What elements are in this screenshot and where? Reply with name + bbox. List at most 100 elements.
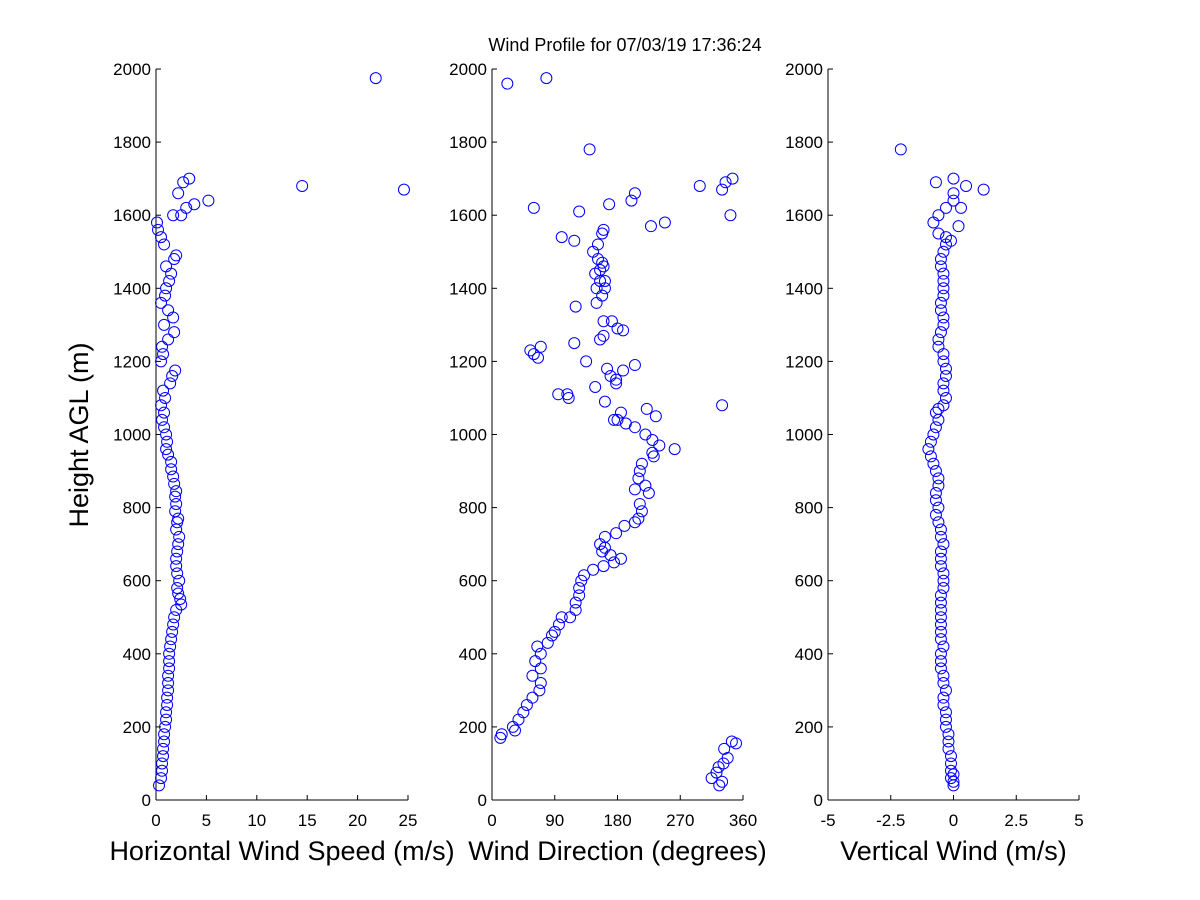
- data-point: [937, 698, 950, 711]
- data-point: [934, 545, 947, 558]
- data-point: [713, 779, 726, 792]
- data-point: [644, 220, 657, 233]
- data-point: [169, 364, 182, 377]
- data-point: [937, 669, 950, 682]
- data-point: [573, 582, 586, 595]
- y-tick-label: 800: [123, 499, 151, 518]
- data-point: [639, 428, 652, 441]
- data-point: [922, 443, 935, 456]
- data-point: [159, 391, 172, 404]
- data-point: [937, 574, 950, 587]
- data-point: [163, 647, 176, 660]
- data-point: [163, 662, 176, 675]
- data-point: [172, 538, 185, 551]
- x-tick-label: 2.5: [1004, 811, 1028, 830]
- data-point: [937, 691, 950, 704]
- data-point: [937, 384, 950, 397]
- data-point: [942, 742, 955, 755]
- x-axis-label: Vertical Wind (m/s): [840, 836, 1067, 866]
- data-point: [939, 370, 952, 383]
- data-point: [640, 402, 653, 415]
- data-point: [618, 519, 631, 532]
- data-point: [610, 527, 623, 540]
- data-point: [155, 772, 168, 785]
- data-point: [162, 448, 175, 461]
- data-point: [163, 655, 176, 668]
- data-point: [934, 326, 947, 339]
- data-point: [161, 435, 174, 448]
- data-point: [569, 596, 582, 609]
- data-point: [937, 355, 950, 368]
- data-point: [526, 691, 539, 704]
- data-point: [501, 77, 514, 90]
- data-point: [934, 560, 947, 573]
- data-point: [960, 179, 973, 192]
- data-point: [170, 485, 183, 498]
- data-point: [939, 201, 952, 214]
- data-point: [164, 377, 177, 390]
- data-point: [608, 556, 621, 569]
- data-point: [653, 439, 666, 452]
- data-point: [628, 359, 641, 372]
- y-tick-label: 600: [459, 572, 487, 591]
- x-tick-label: 0: [487, 811, 496, 830]
- data-point: [590, 296, 603, 309]
- data-point: [944, 757, 957, 770]
- data-point: [939, 684, 952, 697]
- data-point: [929, 406, 942, 419]
- data-point: [642, 486, 655, 499]
- data-point: [937, 282, 950, 295]
- data-point: [162, 304, 175, 317]
- y-tick-label: 1200: [113, 352, 151, 371]
- data-point: [171, 567, 184, 580]
- x-tick-label: 90: [545, 811, 564, 830]
- data-point: [568, 337, 581, 350]
- data-point: [534, 340, 547, 353]
- data-point: [934, 611, 947, 624]
- data-point: [161, 691, 174, 704]
- data-point: [155, 296, 168, 309]
- data-point: [934, 552, 947, 565]
- data-point: [628, 483, 641, 496]
- data-point: [934, 589, 947, 602]
- data-point: [527, 348, 540, 361]
- data-point: [716, 775, 729, 788]
- data-point: [929, 465, 942, 478]
- data-point: [165, 633, 178, 646]
- data-point: [934, 655, 947, 668]
- data-point: [168, 326, 181, 339]
- x-tick-label: 20: [348, 811, 367, 830]
- x-axis-label: Horizontal Wind Speed (m/s): [109, 836, 454, 866]
- data-point: [614, 406, 627, 419]
- y-tick-label: 1200: [449, 352, 487, 371]
- y-tick-label: 2000: [785, 60, 823, 79]
- data-point: [509, 724, 522, 737]
- y-tick-label: 2000: [449, 60, 487, 79]
- data-point: [517, 706, 530, 719]
- data-point: [947, 194, 960, 207]
- y-tick-label: 0: [142, 791, 151, 810]
- data-point: [175, 209, 188, 222]
- data-point: [934, 296, 947, 309]
- data-point: [937, 311, 950, 324]
- data-point: [944, 750, 957, 763]
- data-point: [718, 742, 731, 755]
- data-point: [159, 289, 172, 302]
- data-point: [716, 399, 729, 412]
- data-point: [533, 684, 546, 697]
- data-point: [173, 574, 186, 587]
- data-point: [633, 497, 646, 510]
- data-point: [937, 640, 950, 653]
- data-point: [932, 501, 945, 514]
- data-point: [168, 611, 181, 624]
- data-point: [166, 625, 179, 638]
- data-point: [934, 304, 947, 317]
- data-point: [932, 479, 945, 492]
- y-tick-label: 1600: [449, 206, 487, 225]
- y-tick-label: 2000: [113, 60, 151, 79]
- y-tick-label: 200: [123, 718, 151, 737]
- x-tick-label: 180: [603, 811, 631, 830]
- data-point: [937, 582, 950, 595]
- data-point: [188, 198, 201, 211]
